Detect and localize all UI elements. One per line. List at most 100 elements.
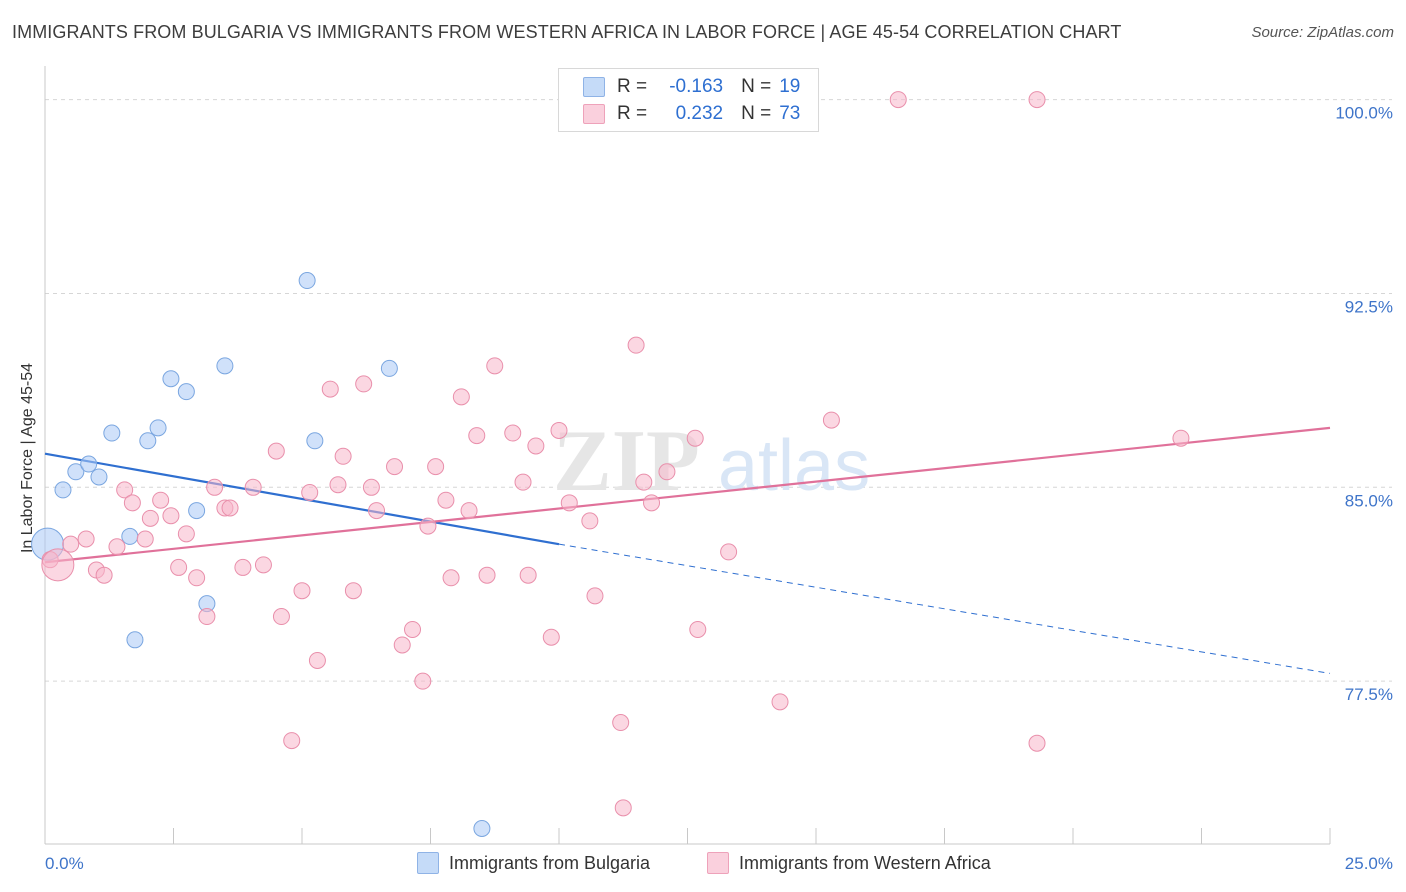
point-bulgaria	[306, 432, 324, 450]
point-western-africa	[889, 91, 907, 109]
legend-r-label: R =	[617, 103, 648, 124]
bottom-legend-label-bulgaria: Immigrants from Bulgaria	[449, 852, 651, 873]
point-western-africa	[272, 608, 290, 626]
point-bulgaria	[162, 370, 180, 388]
legend-r-value: -0.163	[669, 76, 724, 97]
trend-line-bulgaria-extension	[558, 543, 1331, 674]
point-western-africa	[152, 491, 170, 509]
point-western-africa	[643, 494, 661, 512]
point-western-africa	[254, 556, 272, 574]
x-tick-label: 0.0%	[45, 854, 84, 873]
point-western-africa	[452, 388, 470, 406]
bottom-legend-swatch-western-africa	[707, 852, 729, 874]
point-western-africa	[362, 478, 380, 496]
point-western-africa	[550, 421, 568, 439]
legend-n-label: N =	[741, 76, 772, 97]
point-bulgaria	[216, 357, 234, 375]
watermark-zip: ZIP	[553, 413, 700, 510]
data-points	[31, 91, 1190, 837]
point-western-africa	[560, 494, 578, 512]
y-tick-label: 100.0%	[1335, 104, 1393, 123]
point-western-africa	[123, 494, 141, 512]
point-western-africa	[486, 357, 504, 375]
tick-labels: 77.5% 85.0% 92.5% 100.0% 0.0% 25.0%	[45, 104, 1393, 873]
point-bulgaria	[103, 424, 121, 442]
point-bulgaria	[67, 463, 85, 481]
point-western-africa	[478, 566, 496, 584]
point-western-africa	[404, 620, 422, 638]
point-western-africa	[527, 437, 545, 455]
point-western-africa	[136, 530, 154, 548]
point-western-africa	[822, 411, 840, 429]
point-western-africa	[386, 458, 404, 476]
point-western-africa	[344, 582, 362, 600]
point-western-africa	[77, 530, 95, 548]
point-western-africa	[308, 651, 326, 669]
legend-n-value: 73	[779, 103, 801, 124]
point-western-africa	[612, 714, 630, 732]
point-western-africa	[720, 543, 738, 561]
point-western-africa	[393, 636, 411, 654]
point-western-africa	[95, 566, 113, 584]
point-western-africa	[468, 427, 486, 445]
point-western-africa	[188, 569, 206, 587]
point-western-africa	[581, 512, 599, 530]
bottom-legend-bulgaria: Immigrants from Bulgaria	[417, 852, 650, 874]
legend-r-value: 0.232	[675, 103, 724, 124]
point-western-africa	[141, 509, 159, 527]
point-western-africa	[519, 566, 537, 584]
trend-line-western-africa	[44, 426, 1331, 564]
point-western-africa	[686, 429, 704, 447]
legend-row-bulgaria: R = -0.163 N = 19	[583, 75, 800, 99]
stats-legend: R = -0.163 N = 19 R = 0.232 N = 73	[558, 68, 819, 132]
x-tick-label: 25.0%	[1345, 854, 1393, 873]
point-western-africa	[198, 608, 216, 626]
point-western-africa	[689, 620, 707, 638]
point-western-africa	[658, 463, 676, 481]
legend-swatch-western-africa	[583, 104, 605, 124]
point-western-africa	[427, 458, 445, 476]
point-western-africa	[170, 558, 188, 576]
point-western-africa	[442, 569, 460, 587]
point-western-africa	[419, 517, 437, 535]
point-western-africa	[368, 502, 386, 520]
y-tick-label: 92.5%	[1345, 297, 1393, 316]
point-western-africa	[635, 473, 653, 491]
point-western-africa	[162, 507, 180, 525]
point-bulgaria	[473, 819, 491, 837]
point-western-africa	[301, 483, 319, 501]
source-credit: Source: ZipAtlas.com	[1251, 24, 1394, 41]
point-western-africa	[460, 502, 478, 520]
point-bulgaria	[139, 432, 157, 450]
point-western-africa	[267, 442, 285, 460]
point-bulgaria	[121, 527, 139, 545]
point-western-africa	[355, 375, 373, 393]
y-tick-label: 77.5%	[1345, 685, 1393, 704]
point-western-africa	[414, 672, 432, 690]
point-western-africa	[614, 799, 632, 817]
point-bulgaria	[54, 481, 72, 499]
chart-title: IMMIGRANTS FROM BULGARIA VS IMMIGRANTS F…	[12, 22, 1122, 42]
legend-swatch-bulgaria	[583, 77, 605, 97]
bottom-legend-western-africa: Immigrants from Western Africa	[707, 852, 991, 874]
point-bulgaria	[149, 419, 167, 437]
legend-n-value: 19	[779, 76, 801, 97]
point-bulgaria	[298, 272, 316, 290]
point-western-africa	[116, 481, 134, 499]
legend-r-label: R =	[617, 76, 648, 97]
legend-n-label: N =	[741, 103, 772, 124]
point-bulgaria	[80, 455, 98, 473]
point-western-africa	[108, 538, 126, 556]
point-western-africa	[437, 491, 455, 509]
point-western-africa	[334, 447, 352, 465]
point-bulgaria	[380, 359, 398, 377]
point-western-africa	[41, 548, 75, 582]
bottom-legend-swatch-bulgaria	[417, 852, 439, 874]
point-western-africa	[504, 424, 522, 442]
point-western-africa	[321, 380, 339, 398]
point-bulgaria	[177, 383, 195, 401]
point-western-africa	[771, 693, 789, 711]
point-western-africa	[514, 473, 532, 491]
point-western-africa	[234, 558, 252, 576]
